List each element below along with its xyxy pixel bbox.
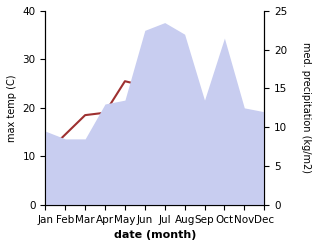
Y-axis label: max temp (C): max temp (C) — [7, 74, 17, 142]
Y-axis label: med. precipitation (kg/m2): med. precipitation (kg/m2) — [301, 42, 311, 173]
X-axis label: date (month): date (month) — [114, 230, 196, 240]
